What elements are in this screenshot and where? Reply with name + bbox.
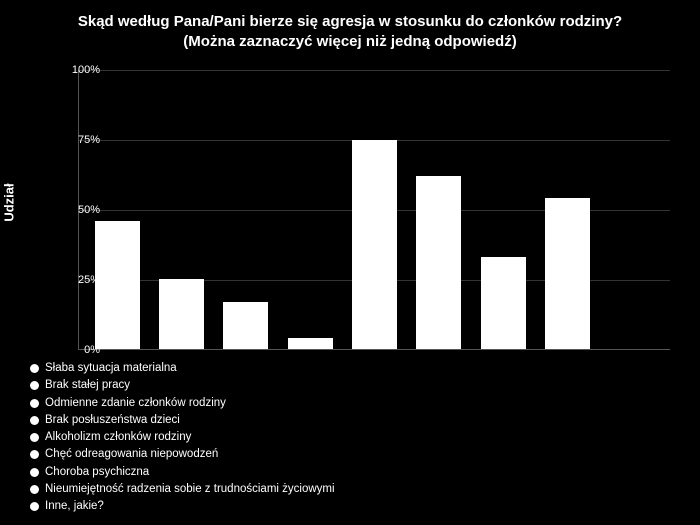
legend-marker-icon	[30, 485, 39, 494]
y-tick-label: 50%	[78, 204, 100, 216]
legend-marker-icon	[30, 416, 39, 425]
bar-slot	[471, 70, 535, 349]
bar	[416, 176, 461, 349]
bar	[481, 257, 526, 349]
legend-marker-icon	[30, 381, 39, 390]
legend-label: Choroba psychiczna	[45, 464, 149, 481]
legend-label: Odmienne zdanie członków rodziny	[45, 395, 226, 412]
legend-label: Brak posłuszeństwa dzieci	[45, 412, 180, 429]
bar-slot	[535, 70, 599, 349]
plot-area	[78, 70, 670, 350]
legend-marker-icon	[30, 399, 39, 408]
legend: Słaba sytuacja materialnaBrak stałej pra…	[30, 360, 335, 515]
bar	[545, 198, 590, 349]
bars-group	[79, 70, 670, 349]
legend-item: Brak stałej pracy	[30, 377, 335, 394]
legend-label: Chęć odreagowania niepowodzeń	[45, 446, 218, 463]
legend-marker-icon	[30, 468, 39, 477]
title-line-1: Skąd według Pana/Pani bierze się agresja…	[20, 12, 680, 32]
legend-item: Choroba psychiczna	[30, 464, 335, 481]
legend-item: Inne, jakie?	[30, 498, 335, 515]
bar-slot	[278, 70, 342, 349]
y-axis-label: Udział	[2, 183, 17, 221]
y-tick-label: 0%	[84, 344, 100, 356]
legend-item: Słaba sytuacja materialna	[30, 360, 335, 377]
legend-item: Odmienne zdanie członków rodziny	[30, 395, 335, 412]
bar-slot	[342, 70, 406, 349]
legend-marker-icon	[30, 450, 39, 459]
legend-label: Brak stałej pracy	[45, 377, 130, 394]
bar-slot	[407, 70, 471, 349]
y-tick-label: 75%	[78, 134, 100, 146]
chart-title: Skąd według Pana/Pani bierze się agresja…	[20, 12, 680, 51]
legend-item: Brak posłuszeństwa dzieci	[30, 412, 335, 429]
chart-container: Skąd według Pana/Pani bierze się agresja…	[0, 0, 700, 525]
bar	[159, 279, 204, 349]
legend-marker-icon	[30, 433, 39, 442]
title-line-2: (Można zaznaczyć więcej niż jedną odpowi…	[20, 32, 680, 52]
bar	[288, 338, 333, 349]
bar-slot	[600, 70, 664, 349]
legend-item: Alkoholizm członków rodziny	[30, 429, 335, 446]
legend-label: Inne, jakie?	[45, 498, 104, 515]
legend-label: Nieumiejętność radzenia sobie z trudnośc…	[45, 481, 335, 498]
bar	[223, 302, 268, 349]
legend-label: Słaba sytuacja materialna	[45, 360, 177, 377]
legend-marker-icon	[30, 364, 39, 373]
bar-slot	[214, 70, 278, 349]
y-tick-label: 100%	[72, 64, 100, 76]
legend-marker-icon	[30, 502, 39, 511]
y-tick-label: 25%	[78, 274, 100, 286]
legend-item: Chęć odreagowania niepowodzeń	[30, 446, 335, 463]
legend-label: Alkoholizm członków rodziny	[45, 429, 191, 446]
bar	[352, 140, 397, 349]
bar	[95, 221, 140, 349]
legend-item: Nieumiejętność radzenia sobie z trudnośc…	[30, 481, 335, 498]
bar-slot	[149, 70, 213, 349]
